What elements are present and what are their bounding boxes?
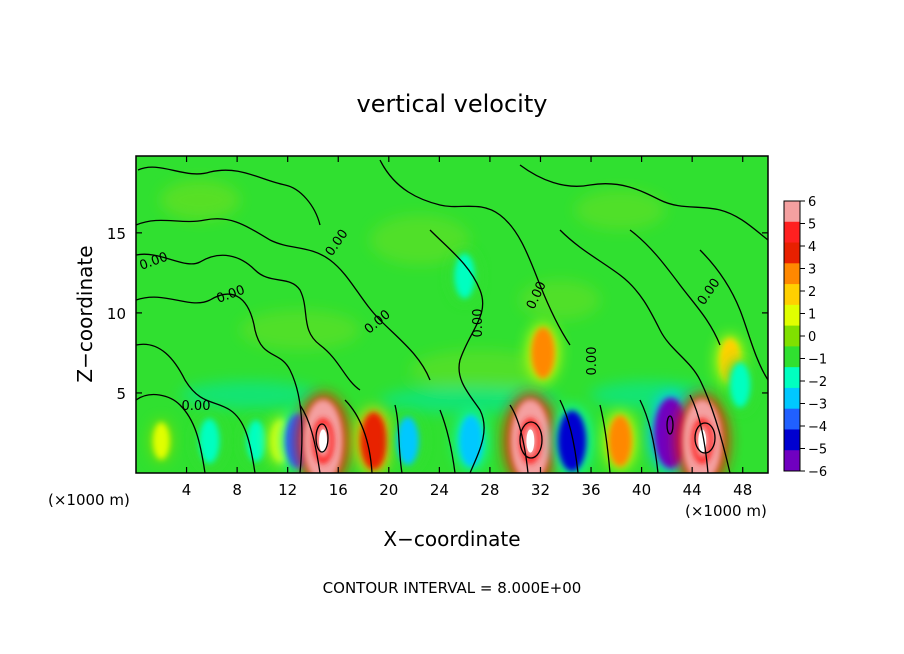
colorbar-label: 0 xyxy=(808,330,816,345)
chart-title: vertical velocity xyxy=(357,90,548,118)
colorbar-swatch xyxy=(784,263,800,285)
velocity-cell xyxy=(455,411,487,471)
colorbar-swatch xyxy=(784,201,800,223)
colorbar-swatch xyxy=(784,367,800,389)
x-tick-label: 48 xyxy=(733,481,752,499)
velocity-cell xyxy=(243,417,269,465)
colorbar-label: −3 xyxy=(808,398,827,413)
cells-layer xyxy=(150,250,754,473)
colorbar-label: −4 xyxy=(808,420,827,435)
velocity-cell xyxy=(355,407,392,473)
velocity-cell xyxy=(195,415,224,467)
colorbar-label: 4 xyxy=(808,240,816,255)
velocity-cell xyxy=(726,359,754,411)
colorbar-swatch xyxy=(784,242,800,264)
field-texture xyxy=(160,180,710,414)
contour-lines xyxy=(136,159,768,473)
y-tick-label: 15 xyxy=(107,225,126,243)
velocity-cell xyxy=(675,393,729,473)
x-tick-label: 36 xyxy=(581,481,600,499)
colorbar-swatch xyxy=(784,450,800,472)
x-tick-label: 20 xyxy=(379,481,398,499)
colorbar-label: 6 xyxy=(808,195,816,210)
x-tick-label: 4 xyxy=(182,481,192,499)
x-tick-label: 28 xyxy=(480,481,499,499)
colorbar-label: −5 xyxy=(808,443,827,458)
colorbar-label: 3 xyxy=(808,263,816,278)
contour-label: 0.00 xyxy=(471,309,486,338)
y-axis-title: Z−coordinate xyxy=(73,245,97,382)
colorbar-label: 1 xyxy=(808,308,816,323)
y-tick-label: 5 xyxy=(116,385,126,403)
colorbar-label: −6 xyxy=(808,465,827,480)
velocity-cell xyxy=(552,406,592,473)
colorbar-swatch xyxy=(784,221,800,244)
colorbar: 6 5 4 3 2 1 0 −1 −2 −3 −4 −5 −6 xyxy=(783,195,827,480)
colorbar-label: 5 xyxy=(808,218,816,233)
velocity-cell xyxy=(527,323,559,383)
x-tick-label: 12 xyxy=(278,481,297,499)
contour-interval-note: CONTOUR INTERVAL = 8.000E+00 xyxy=(323,579,582,597)
velocity-cell xyxy=(450,250,479,302)
plot-area: 0.000.000.000.000.000.000.000.000.00 xyxy=(136,156,768,473)
x-tick-label: 44 xyxy=(683,481,702,499)
colorbar-swatch xyxy=(784,387,800,410)
velocity-cell xyxy=(150,419,173,463)
colorbar-swatch xyxy=(784,325,800,347)
colorbar-swatch xyxy=(784,304,800,327)
colorbar-label: 2 xyxy=(808,285,816,300)
x-tick-label: 16 xyxy=(329,481,348,499)
colorbar-swatch xyxy=(784,284,800,306)
x-axis: 4 8 12 16 20 24 28 32 36 40 44 48 xyxy=(182,156,752,499)
x-tick-label: 40 xyxy=(632,481,651,499)
contour-label: 0.00 xyxy=(585,347,600,376)
contour-label: 0.00 xyxy=(182,399,211,414)
x-unit-left: (×1000 m) xyxy=(48,491,130,509)
y-tick-label: 10 xyxy=(107,305,126,323)
x-unit-right: (×1000 m) xyxy=(685,502,767,520)
colorbar-swatch xyxy=(784,346,800,368)
colorbar-label: −2 xyxy=(808,375,827,390)
x-tick-label: 32 xyxy=(531,481,550,499)
plot-frame xyxy=(135,155,769,474)
colorbar-label: −1 xyxy=(808,353,827,368)
velocity-cell xyxy=(604,411,637,471)
colorbar-swatch xyxy=(784,408,800,430)
x-tick-label: 24 xyxy=(430,481,449,499)
colorbar-swatch xyxy=(784,429,800,451)
velocity-cell xyxy=(296,393,350,473)
y-axis: 5 10 15 xyxy=(107,225,768,403)
x-axis-title: X−coordinate xyxy=(383,527,520,551)
x-tick-label: 8 xyxy=(232,481,242,499)
